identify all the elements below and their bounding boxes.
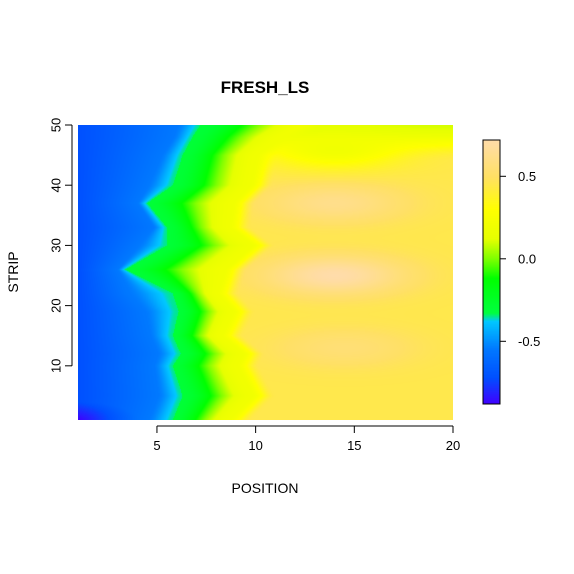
colorbar-tick-label: -0.5 xyxy=(518,334,540,349)
y-tick-label: 40 xyxy=(49,178,64,192)
colorbar-axis: -0.5 0.0 0.5 xyxy=(500,169,540,349)
x-tick-label: 20 xyxy=(446,438,460,453)
y-tick-label: 20 xyxy=(49,298,64,312)
chart-title: FRESH_LS xyxy=(221,78,310,97)
colorbar-image xyxy=(483,140,500,404)
x-tick-label: 10 xyxy=(248,438,262,453)
x-tick-label: 15 xyxy=(347,438,361,453)
colorbar-frame xyxy=(482,139,501,405)
x-axis: 5 10 15 20 xyxy=(153,425,460,453)
y-axis-label: STRIP xyxy=(5,251,21,292)
x-axis-label: POSITION xyxy=(232,480,299,496)
y-tick-label: 30 xyxy=(49,238,64,252)
y-tick-label: 50 xyxy=(49,118,64,132)
colorbar-tick-label: 0.5 xyxy=(518,169,536,184)
x-tick-label: 5 xyxy=(153,438,160,453)
heatmap-image xyxy=(78,125,453,420)
y-axis: 10 20 30 40 50 xyxy=(49,118,73,373)
y-tick-label: 10 xyxy=(49,359,64,373)
colorbar-tick-label: 0.0 xyxy=(518,251,536,266)
